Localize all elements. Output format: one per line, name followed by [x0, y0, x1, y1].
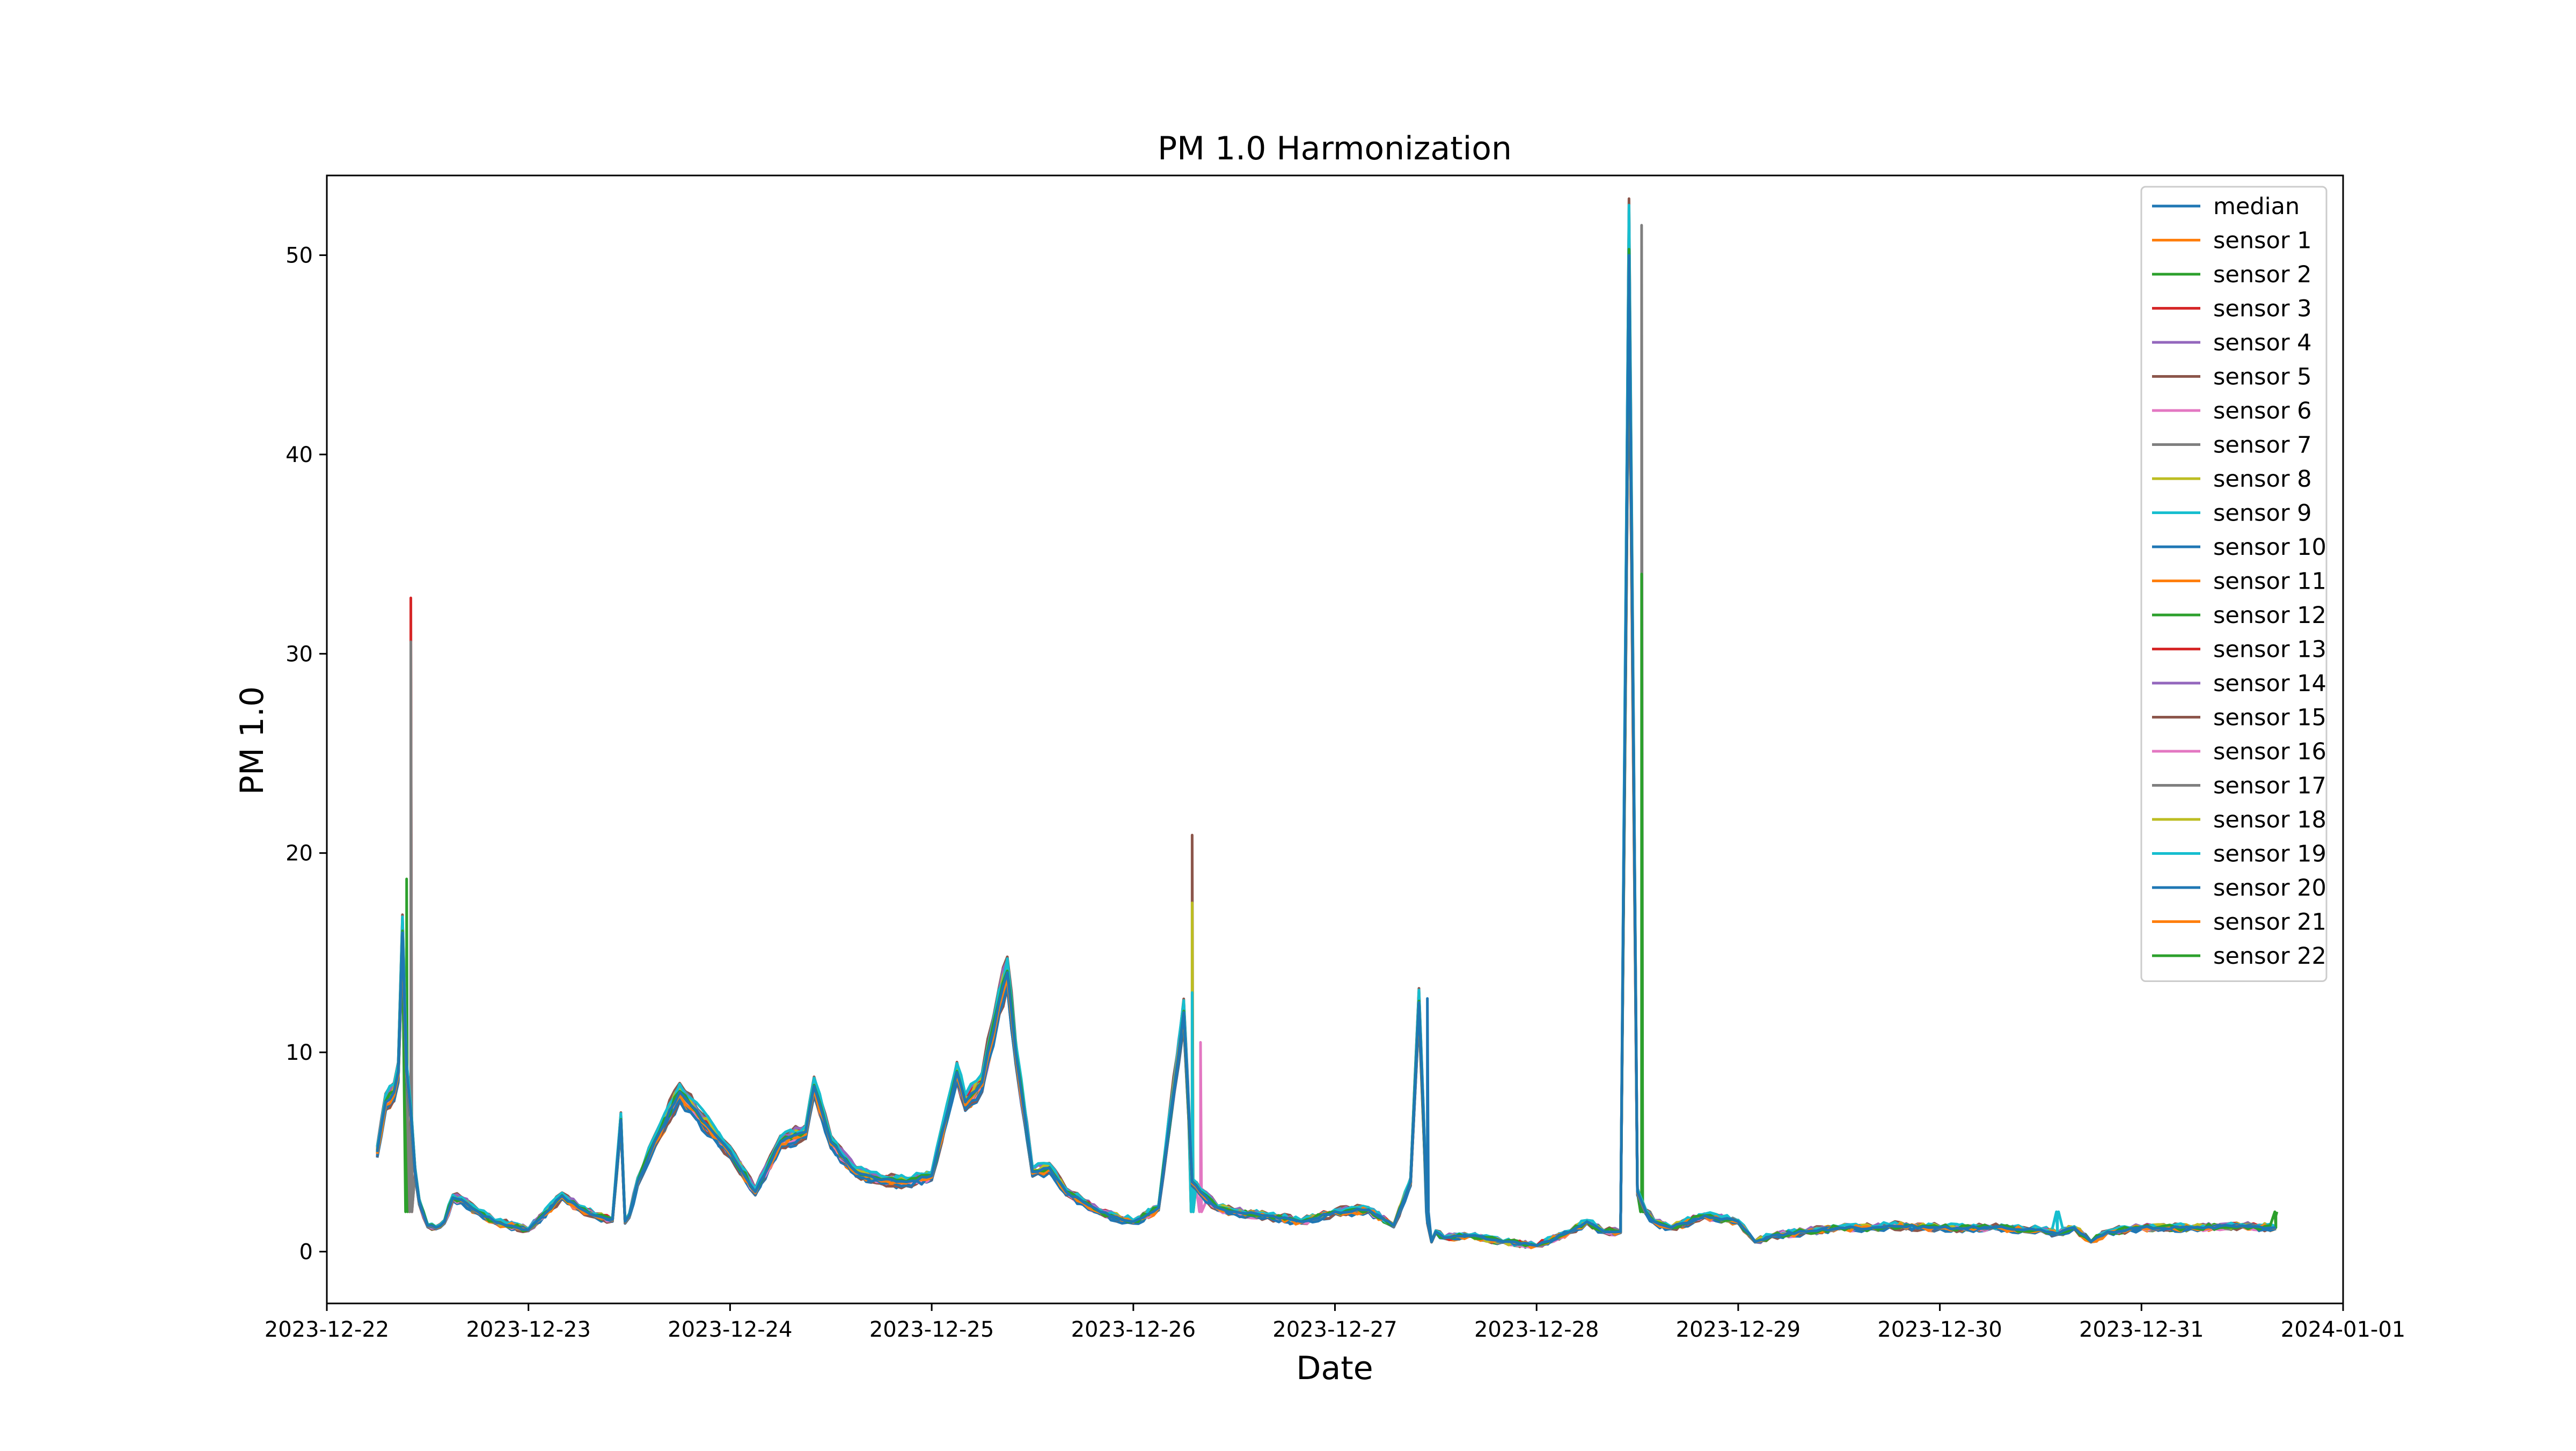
x-tick-label: 2023-12-26 [1071, 1317, 1196, 1342]
legend-entry-label: sensor 21 [2213, 909, 2326, 936]
x-tick-label: 2023-12-30 [1877, 1317, 2002, 1342]
x-tick-label: 2023-12-25 [869, 1317, 994, 1342]
y-axis-label: PM 1.0 [233, 686, 271, 795]
legend-entry-label: sensor 17 [2213, 773, 2326, 800]
legend-entry-label: sensor 12 [2213, 602, 2326, 629]
legend-entry-label: sensor 11 [2213, 568, 2326, 595]
x-axis-label: Date [1296, 1350, 1373, 1387]
y-tick-label: 30 [286, 642, 313, 666]
x-tick-label: 2023-12-23 [466, 1317, 590, 1342]
chart-title: PM 1.0 Harmonization [1158, 130, 1512, 167]
legend-entry-label: sensor 10 [2213, 534, 2326, 561]
legend-entry-label: sensor 4 [2213, 329, 2312, 356]
legend-entry-label: sensor 6 [2213, 398, 2312, 424]
legend-entry-label: sensor 14 [2213, 670, 2326, 697]
legend-entry-label: sensor 16 [2213, 738, 2326, 765]
legend-entry-label: sensor 9 [2213, 500, 2312, 527]
legend-entry-label: sensor 7 [2213, 432, 2312, 459]
x-tick-label: 2023-12-27 [1272, 1317, 1397, 1342]
legend-entry-label: sensor 1 [2213, 228, 2312, 254]
x-tick-label: 2023-12-24 [668, 1317, 792, 1342]
y-tick-label: 10 [286, 1040, 313, 1065]
legend-entry-label: sensor 13 [2213, 636, 2326, 663]
x-tick-label: 2023-12-22 [265, 1317, 389, 1342]
legend-entry-label: sensor 3 [2213, 296, 2312, 323]
legend-entry-label: sensor 18 [2213, 807, 2326, 833]
legend-entry-label: sensor 5 [2213, 364, 2312, 391]
x-tick-label: 2023-12-31 [2079, 1317, 2204, 1342]
legend-entry-label: median [2213, 193, 2300, 220]
legend: median sensor 1 sensor 2 sensor 3 sensor 4 se… [2141, 187, 2326, 981]
legend-entry-label: sensor 2 [2213, 261, 2312, 288]
x-tick-label: 2024-01-01 [2281, 1317, 2405, 1342]
legend-entry-label: sensor 8 [2213, 466, 2312, 493]
legend-entry-label: sensor 20 [2213, 875, 2326, 902]
y-tick-label: 40 [286, 443, 313, 467]
y-tick-label: 50 [286, 244, 313, 268]
legend-entry-label: sensor 19 [2213, 841, 2326, 868]
x-tick-label: 2023-12-29 [1676, 1317, 1801, 1342]
x-tick-label: 2023-12-28 [1474, 1317, 1599, 1342]
legend-entry-label: sensor 15 [2213, 705, 2326, 731]
y-tick-label: 20 [286, 841, 313, 866]
y-tick-label: 0 [299, 1240, 313, 1264]
legend-entry-label: sensor 22 [2213, 943, 2326, 970]
